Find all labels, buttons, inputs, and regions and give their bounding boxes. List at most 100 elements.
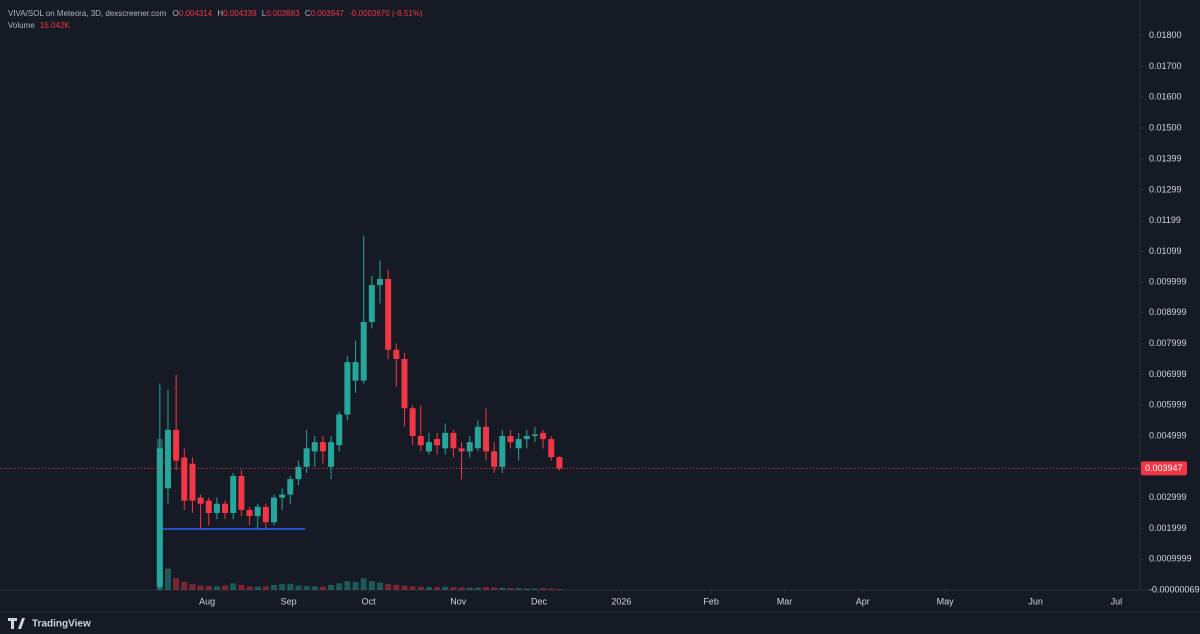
candle-body [548, 439, 555, 458]
x-tick-label: Nov [450, 596, 467, 606]
y-tick-label: 0.01600 [1149, 92, 1182, 102]
volume-bar [401, 585, 408, 590]
volume-bar [393, 584, 400, 590]
candle-body [319, 442, 326, 452]
volume-bar [295, 585, 302, 590]
candle-body [434, 439, 441, 446]
candle-body [491, 451, 498, 467]
last-price-box [1141, 461, 1187, 476]
candle-body [352, 362, 359, 381]
candle-body [270, 497, 277, 523]
volume-bar [409, 586, 416, 590]
candle-body [254, 506, 261, 517]
volume-bar [262, 586, 269, 590]
volume-label: Volume [8, 21, 35, 30]
x-tick-label: 2026 [611, 596, 631, 606]
volume-bar [377, 582, 383, 590]
volume-bar [491, 587, 498, 590]
change: -0.0003670 (-8.51%) [349, 9, 423, 18]
candle-body [189, 463, 196, 501]
symbol: VIVA/SOL on Meteora, 3D, dexscreener.com [8, 9, 167, 18]
x-tick-label: Feb [703, 596, 719, 606]
candle-body [336, 414, 343, 446]
l-label: L [262, 9, 267, 18]
volume-bar [344, 581, 351, 590]
y-tick-label: 0.008999 [1149, 307, 1187, 317]
volume-bar [222, 585, 229, 590]
candle-body [425, 442, 432, 452]
volume-bar [417, 586, 424, 590]
volume-value: 15.042K [40, 21, 70, 30]
h-label: H [217, 9, 223, 18]
y-tick-label: 0.001999 [1149, 523, 1187, 533]
volume-bar [474, 587, 481, 590]
x-tick-label: Dec [531, 596, 548, 606]
y-tick-label: 0.005999 [1149, 400, 1187, 410]
o-value: 0.004314 [179, 9, 213, 18]
candle-body [164, 429, 171, 489]
x-tick-label: Mar [777, 596, 793, 606]
candle-body [156, 448, 163, 587]
volume-bar [499, 587, 506, 590]
volume-bar [303, 585, 310, 590]
candle-body [213, 503, 220, 514]
x-tick-label: Aug [199, 596, 215, 606]
volume-bar [531, 588, 538, 590]
l-value: 0.003883 [266, 9, 300, 18]
volume-bar [548, 588, 555, 590]
volume-legend: Volume 15.042K [8, 21, 70, 30]
x-tick-label: Oct [362, 596, 377, 606]
volume-bar [336, 583, 343, 590]
candle-body [531, 434, 538, 437]
volume-bar [442, 586, 449, 590]
c-value: 0.003947 [311, 9, 345, 18]
candle-body [222, 503, 229, 514]
candle-body [246, 509, 253, 517]
x-tick-label: Sep [281, 596, 297, 606]
h-value: 0.004339 [223, 9, 257, 18]
candle-body [450, 432, 457, 449]
candle-body [328, 442, 335, 467]
volume-bar [197, 585, 204, 590]
candle-body [417, 436, 424, 446]
y-tick-label: 0.01399 [1149, 153, 1182, 163]
candle-body [303, 448, 310, 467]
y-tick-label: -0.0000006938 [1149, 584, 1200, 594]
candle-body [499, 436, 506, 467]
volume-bar [173, 578, 180, 590]
volume-bar [254, 586, 261, 590]
volume-bar [352, 581, 359, 590]
x-tick-label: Jul [1111, 596, 1123, 606]
volume-bar [246, 586, 253, 590]
volume-bar [328, 584, 335, 590]
y-tick-label: 0.01700 [1149, 61, 1182, 71]
x-tick-label: May [937, 596, 955, 606]
candle-body [540, 432, 547, 440]
candle-body [377, 278, 383, 286]
volume-bar [450, 587, 457, 590]
volume-bar [189, 584, 196, 590]
candle-body [442, 432, 449, 449]
volume-bar [319, 586, 326, 590]
volume-bar [238, 584, 245, 590]
y-tick-label: 0.01800 [1149, 30, 1182, 40]
candle-body [262, 506, 269, 523]
last-price-label: 0.003947 [1145, 463, 1183, 473]
y-tick-label: 0.009999 [1149, 276, 1187, 286]
candle-body [466, 442, 473, 452]
y-tick-label: 0.01099 [1149, 246, 1182, 256]
legend-line: VIVA/SOL on Meteora, 3D, dexscreener.com… [8, 9, 423, 18]
volume-bar [287, 583, 294, 590]
y-tick-label: 0.01299 [1149, 184, 1182, 194]
candle-body [507, 436, 514, 443]
volume-bar [523, 588, 530, 590]
candle-body [197, 497, 204, 504]
volume-bar [181, 581, 188, 590]
x-tick-label: Apr [856, 596, 870, 606]
volume-bar [213, 586, 220, 590]
candle-body [279, 494, 286, 498]
volume-bar [205, 585, 212, 590]
x-tick-label: Jun [1028, 596, 1043, 606]
